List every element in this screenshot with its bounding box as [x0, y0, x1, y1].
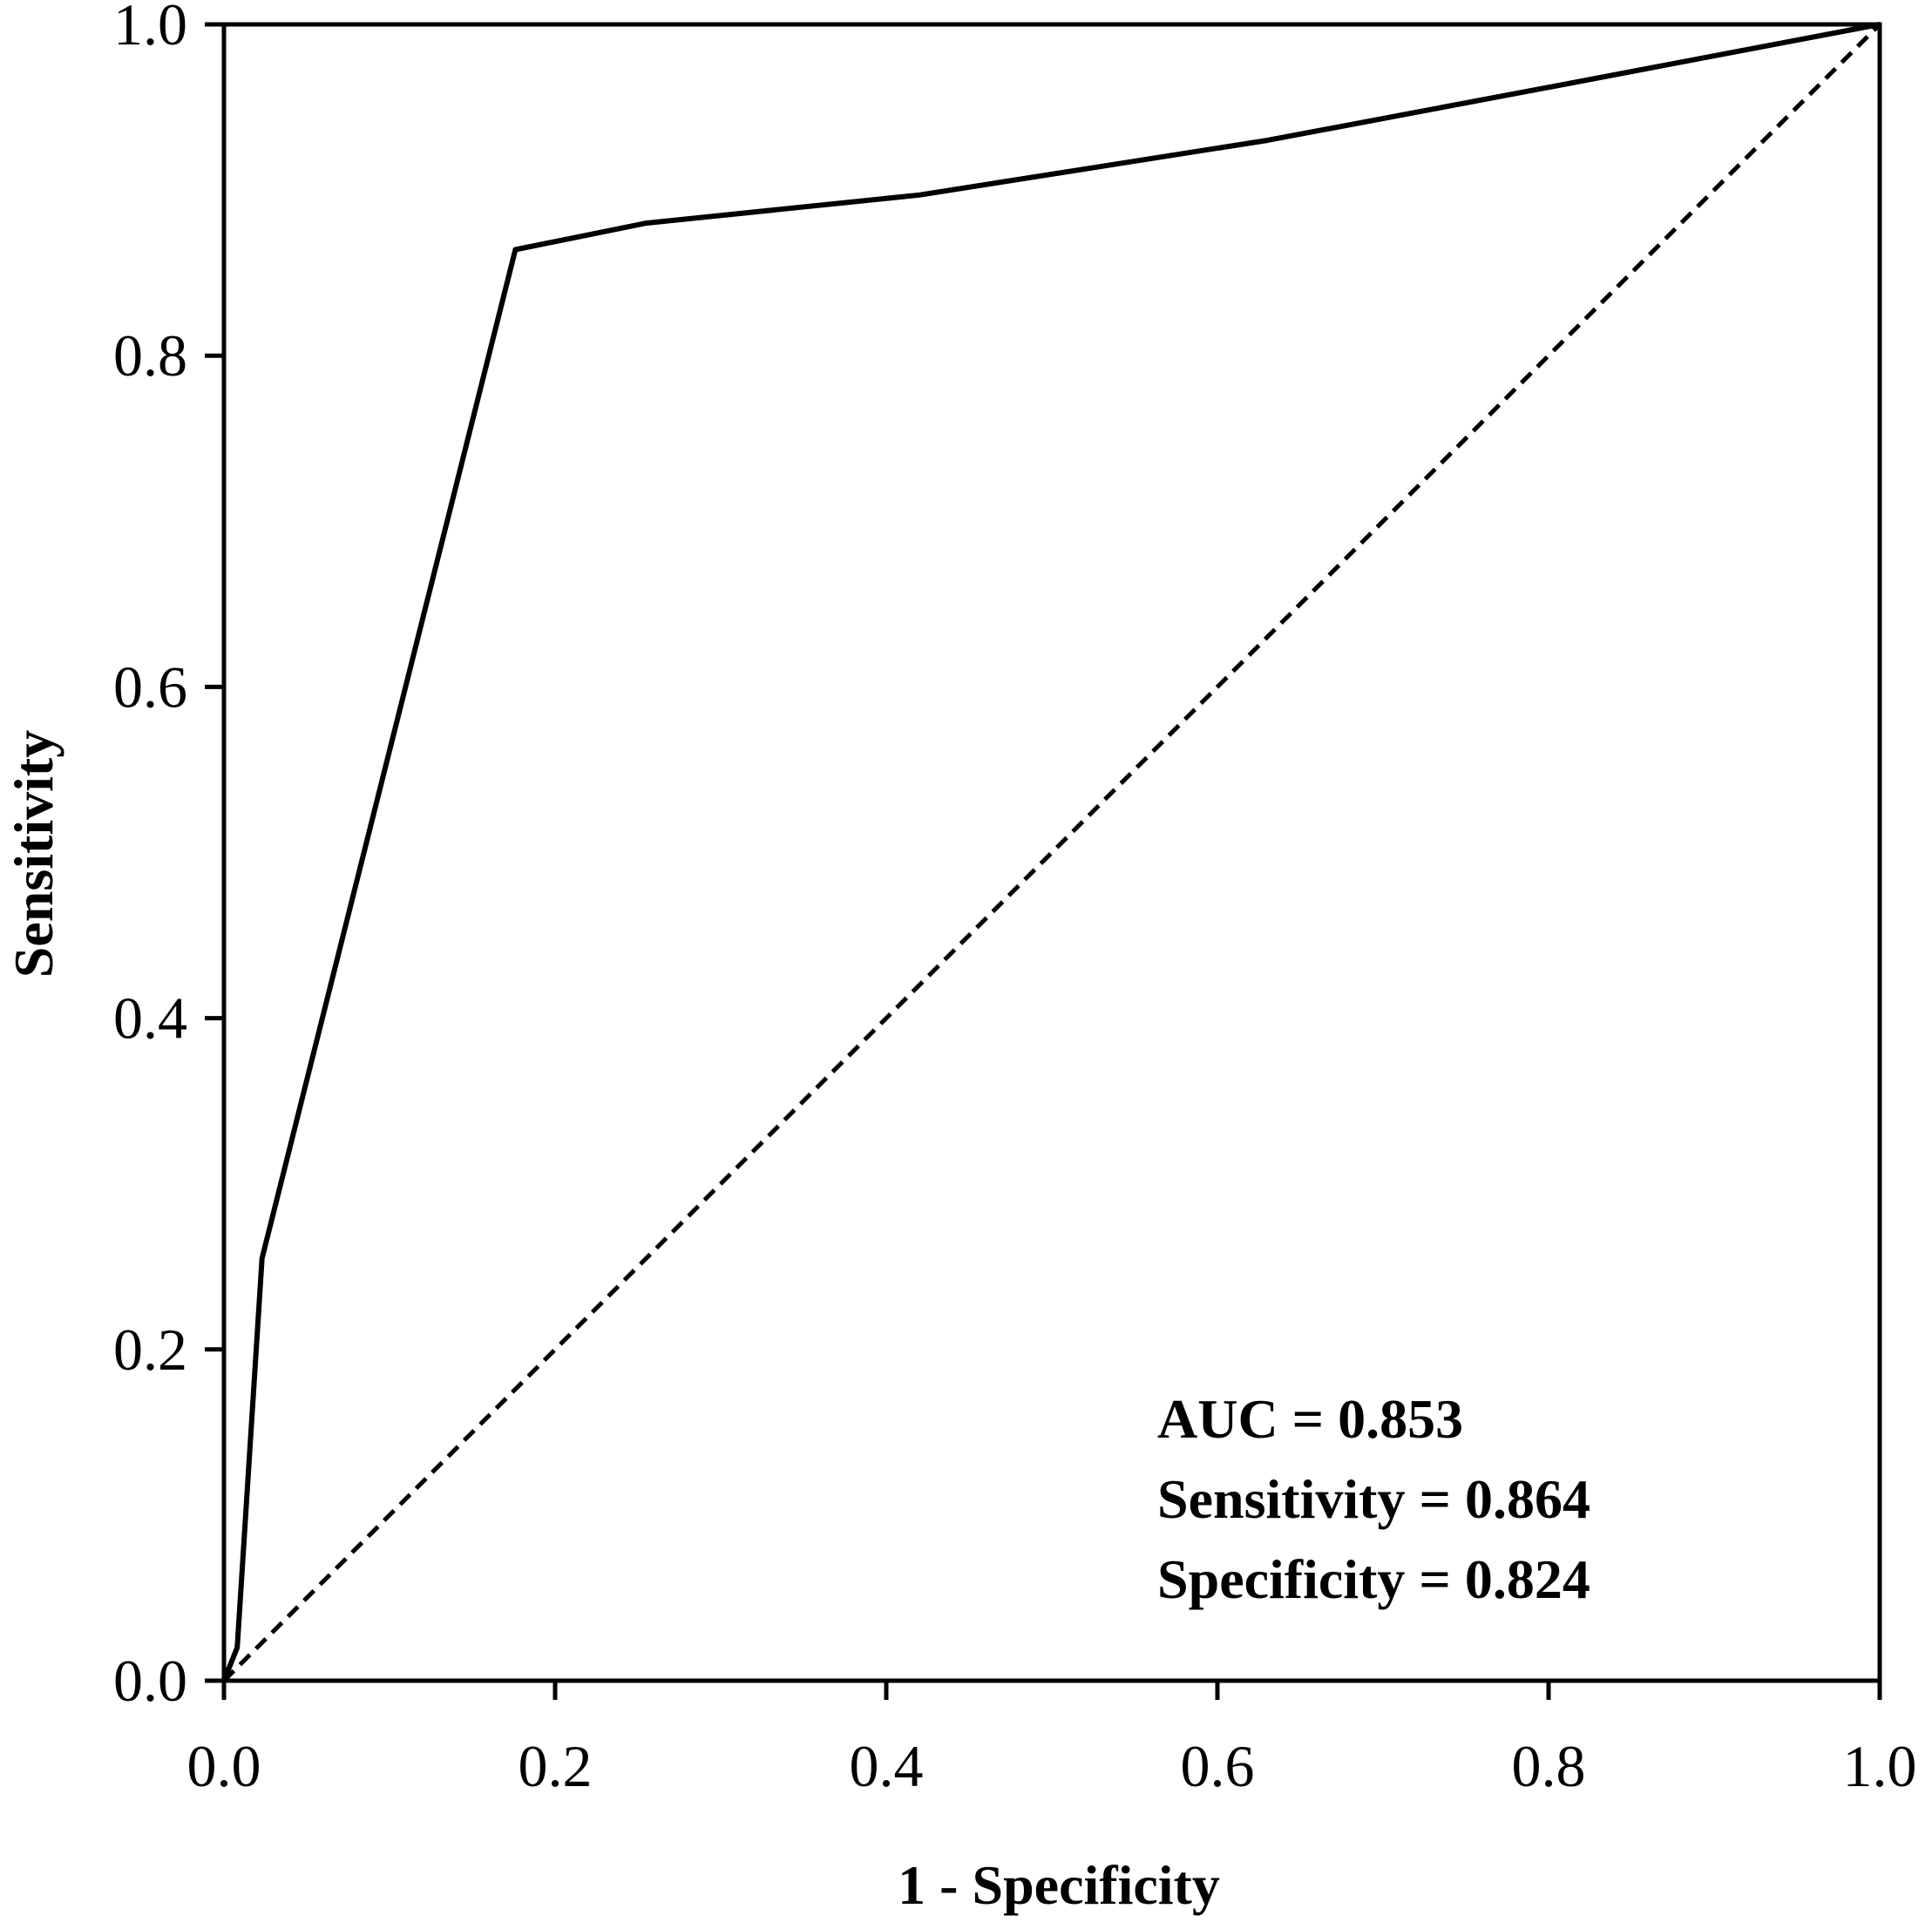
roc-curve-line [221, 22, 1881, 1682]
specificity-annotation: Specificity = 0.824 [1157, 1548, 1590, 1610]
x-axis-ticks: 0.0 0.2 0.4 0.6 0.8 1.0 [187, 1681, 1917, 1799]
plot-frame [221, 22, 1882, 1683]
reference-diagonal-line [222, 23, 1881, 1682]
x-tick-label: 0.2 [519, 1733, 593, 1799]
y-tick-label: 0.6 [113, 653, 187, 720]
y-axis-title: Sensitivity [3, 730, 64, 978]
x-tick-label: 0.4 [850, 1733, 924, 1799]
y-tick-label: 0.8 [113, 322, 187, 389]
x-tick-label: 1.0 [1843, 1733, 1917, 1799]
y-axis-ticks: 0.0 0.2 0.4 0.6 0.8 1.0 [113, 0, 224, 1714]
annotation-block: AUC = 0.853 Sensitivity = 0.864 Specificit… [1157, 1388, 1590, 1610]
x-tick-label: 0.6 [1181, 1733, 1255, 1799]
x-axis-title: 1 - Specificity [898, 1854, 1220, 1916]
y-tick-label: 0.2 [113, 1316, 187, 1383]
y-tick-label: 0.4 [113, 985, 187, 1052]
plot-area [221, 22, 1882, 1683]
sensitivity-annotation: Sensitivity = 0.864 [1157, 1468, 1590, 1530]
x-tick-label: 0.8 [1512, 1733, 1586, 1799]
auc-annotation: AUC = 0.853 [1157, 1388, 1463, 1450]
y-tick-label: 1.0 [113, 0, 187, 58]
y-tick-label: 0.0 [113, 1648, 187, 1714]
x-tick-label: 0.0 [187, 1733, 261, 1799]
